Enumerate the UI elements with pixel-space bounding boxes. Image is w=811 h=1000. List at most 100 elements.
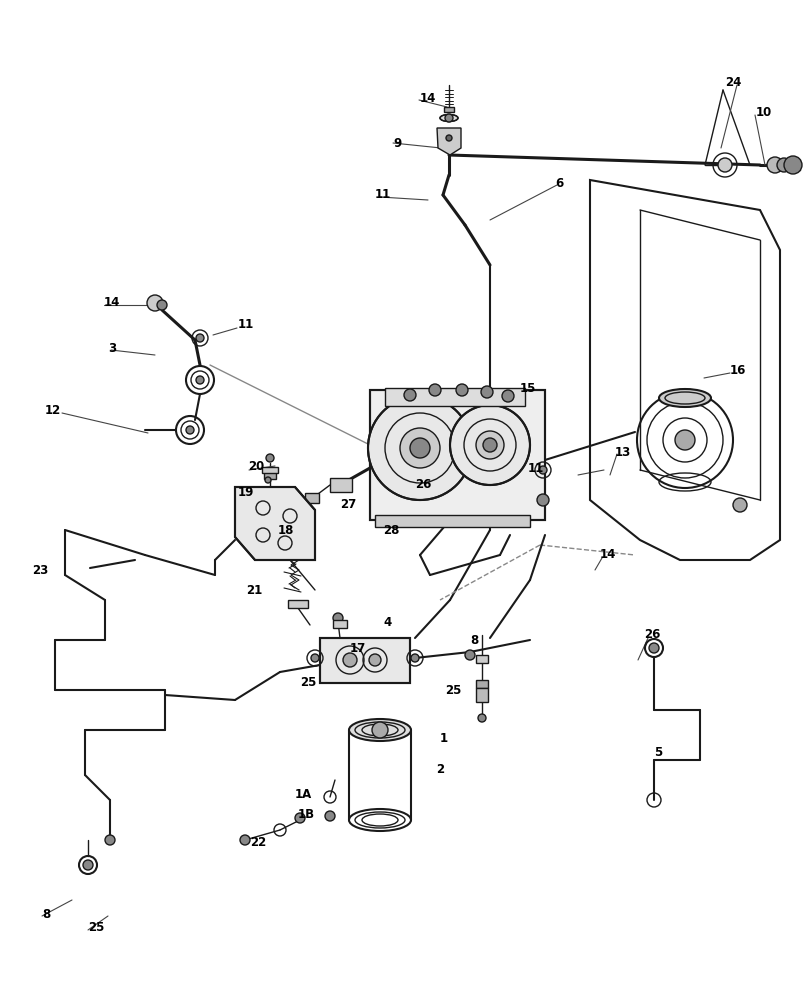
Bar: [262, 467, 277, 473]
Text: 8: 8: [470, 634, 478, 647]
Circle shape: [445, 135, 452, 141]
Text: 27: 27: [340, 497, 356, 510]
Circle shape: [294, 813, 305, 823]
Text: 14: 14: [599, 548, 616, 562]
Text: 1B: 1B: [298, 808, 315, 821]
Circle shape: [539, 466, 547, 474]
Bar: [475, 688, 487, 702]
Circle shape: [342, 653, 357, 667]
Text: 24: 24: [724, 76, 740, 89]
Text: 26: 26: [414, 478, 431, 490]
Text: 6: 6: [554, 177, 563, 190]
Circle shape: [147, 295, 163, 311]
Circle shape: [367, 396, 471, 500]
Bar: [333, 620, 346, 628]
Circle shape: [449, 405, 530, 485]
Circle shape: [776, 158, 790, 172]
Text: 22: 22: [250, 836, 266, 849]
Ellipse shape: [349, 719, 410, 741]
Circle shape: [404, 389, 415, 401]
Polygon shape: [234, 487, 315, 560]
Bar: [329, 478, 351, 492]
Text: 3: 3: [108, 342, 116, 355]
Circle shape: [371, 722, 388, 738]
Text: 23: 23: [32, 564, 48, 578]
Circle shape: [410, 438, 430, 458]
Text: 4: 4: [383, 615, 391, 629]
Text: 11: 11: [527, 462, 543, 475]
Circle shape: [536, 494, 548, 506]
Text: 18: 18: [277, 524, 294, 536]
Text: 1A: 1A: [294, 788, 312, 801]
Text: 1: 1: [440, 732, 448, 744]
Text: 9: 9: [393, 137, 401, 150]
Circle shape: [478, 714, 486, 722]
Circle shape: [186, 426, 194, 434]
Text: 16: 16: [729, 363, 745, 376]
Bar: [305, 493, 319, 503]
Circle shape: [475, 431, 504, 459]
Circle shape: [240, 835, 250, 845]
Polygon shape: [436, 128, 461, 155]
Circle shape: [324, 811, 335, 821]
Text: 10: 10: [755, 106, 771, 119]
Circle shape: [501, 390, 513, 402]
Text: 25: 25: [299, 676, 316, 690]
Circle shape: [368, 654, 380, 666]
Circle shape: [333, 613, 342, 623]
Text: 25: 25: [88, 921, 105, 934]
Circle shape: [428, 384, 440, 396]
Bar: [444, 107, 453, 112]
Bar: [375, 515, 530, 527]
Circle shape: [783, 156, 801, 174]
Circle shape: [400, 428, 440, 468]
Text: 19: 19: [238, 486, 254, 498]
Circle shape: [157, 300, 167, 310]
Bar: [475, 680, 487, 688]
Text: 2: 2: [436, 763, 444, 776]
Bar: [370, 390, 544, 520]
Circle shape: [444, 114, 453, 122]
Circle shape: [264, 477, 271, 483]
Bar: [320, 638, 410, 683]
Text: 13: 13: [614, 446, 630, 458]
Text: 20: 20: [247, 460, 264, 474]
Text: 14: 14: [104, 296, 120, 308]
Circle shape: [766, 157, 782, 173]
Text: 8: 8: [42, 908, 50, 921]
Text: 21: 21: [246, 584, 262, 596]
Text: 17: 17: [350, 642, 366, 654]
Text: 25: 25: [444, 684, 461, 696]
Circle shape: [717, 158, 731, 172]
Text: 28: 28: [383, 524, 399, 536]
Circle shape: [465, 650, 474, 660]
Bar: [475, 655, 487, 663]
Circle shape: [195, 376, 204, 384]
Bar: [370, 390, 544, 520]
Circle shape: [674, 430, 694, 450]
Text: 12: 12: [45, 403, 61, 416]
Circle shape: [83, 860, 93, 870]
Ellipse shape: [440, 115, 457, 122]
Circle shape: [266, 454, 273, 462]
Circle shape: [732, 498, 746, 512]
Bar: [288, 600, 307, 608]
Circle shape: [648, 643, 659, 653]
Circle shape: [456, 384, 467, 396]
Text: 11: 11: [375, 188, 391, 202]
Ellipse shape: [659, 389, 710, 407]
Text: 26: 26: [643, 629, 659, 642]
Circle shape: [410, 654, 418, 662]
Circle shape: [483, 438, 496, 452]
Text: 15: 15: [519, 381, 536, 394]
Circle shape: [195, 334, 204, 342]
Circle shape: [105, 835, 115, 845]
Bar: [264, 472, 276, 479]
Bar: [320, 638, 410, 683]
Text: 11: 11: [238, 318, 254, 332]
Circle shape: [311, 654, 319, 662]
Text: 5: 5: [653, 746, 662, 758]
Bar: [384, 388, 525, 406]
Text: 14: 14: [419, 92, 436, 105]
Circle shape: [480, 386, 492, 398]
